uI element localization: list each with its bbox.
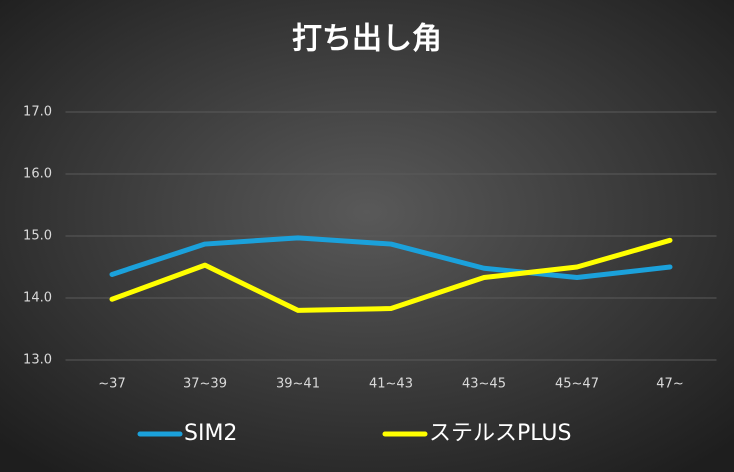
x-tick-label: 47~: [656, 377, 683, 392]
series-line: [109, 237, 673, 313]
x-tick-label: ~37: [98, 377, 125, 392]
x-tick-label: 41~43: [369, 377, 413, 392]
y-tick-label: 13.0: [23, 353, 52, 368]
x-tick-label: 37~39: [183, 377, 227, 392]
y-tick-label: 15.0: [23, 229, 52, 244]
y-tick-label: 17.0: [23, 105, 52, 120]
x-tick-label: 43~45: [462, 377, 506, 392]
x-tick-label: 45~47: [555, 377, 599, 392]
legend-label: ステルスPLUS: [429, 421, 572, 446]
y-tick-label: 14.0: [23, 291, 52, 306]
x-tick-label: 39~41: [276, 377, 320, 392]
legend-label: SIM2: [184, 421, 237, 446]
series-line: [109, 235, 673, 281]
chart-title: 打ち出し角: [292, 22, 442, 57]
y-tick-label: 16.0: [23, 167, 52, 182]
